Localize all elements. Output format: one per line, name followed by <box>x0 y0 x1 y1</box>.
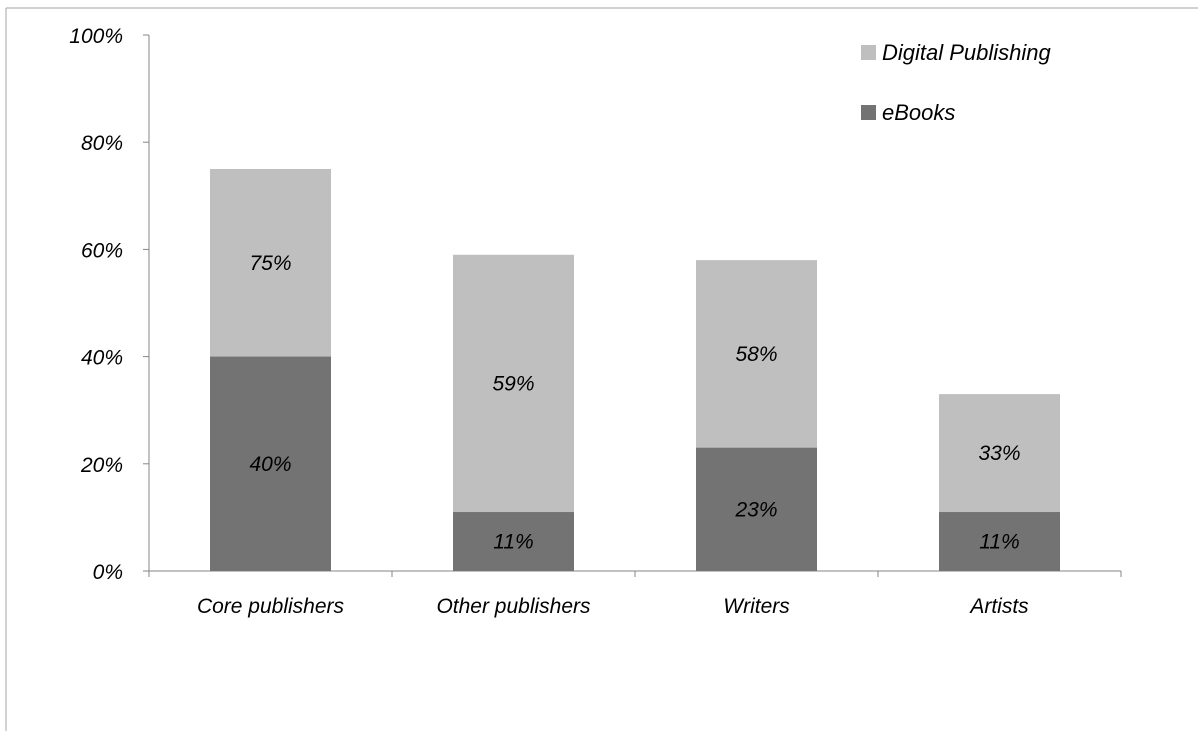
bar-ebooks <box>939 512 1060 571</box>
data-label-digital-publishing: 59% <box>492 372 534 395</box>
x-category-label: Core publishers <box>197 595 345 618</box>
data-label-ebooks: 40% <box>249 453 291 476</box>
legend-label: Digital Publishing <box>882 40 1052 65</box>
y-axis: 0% 20% 40% 60% 80% 100% <box>69 25 150 584</box>
data-label-digital-publishing: 58% <box>735 343 777 366</box>
data-label-ebooks: 11% <box>979 531 1019 554</box>
bar-ebooks <box>453 512 574 571</box>
legend-swatch <box>861 105 876 120</box>
y-tick-label: 100% <box>69 25 123 48</box>
data-label-ebooks: 11% <box>493 531 533 554</box>
y-tick-label: 60% <box>81 239 123 262</box>
legend-label: eBooks <box>882 100 955 125</box>
x-category-label: Other publishers <box>436 595 591 618</box>
legend-swatch <box>861 45 876 60</box>
data-labels: 75% 40% 59% 11% 58% 23% 33% 11% <box>249 252 1020 554</box>
x-category-label: Artists <box>968 595 1029 618</box>
x-category-label: Writers <box>723 595 790 618</box>
y-tick-label: 20% <box>80 454 123 477</box>
bar-ebooks <box>210 356 331 571</box>
y-tick-label: 80% <box>81 132 123 155</box>
data-label-digital-publishing: 33% <box>978 442 1020 465</box>
data-label-ebooks: 23% <box>734 498 777 521</box>
data-label-digital-publishing: 75% <box>249 252 291 275</box>
y-tick-label: 40% <box>81 347 123 370</box>
legend: Digital Publishing eBooks <box>861 40 1052 125</box>
x-axis: Core publishers Other publishers Writers Ar… <box>148 570 1122 618</box>
y-tick-label: 0% <box>93 561 123 584</box>
bars <box>210 169 1060 571</box>
bar-ebooks <box>696 447 817 571</box>
